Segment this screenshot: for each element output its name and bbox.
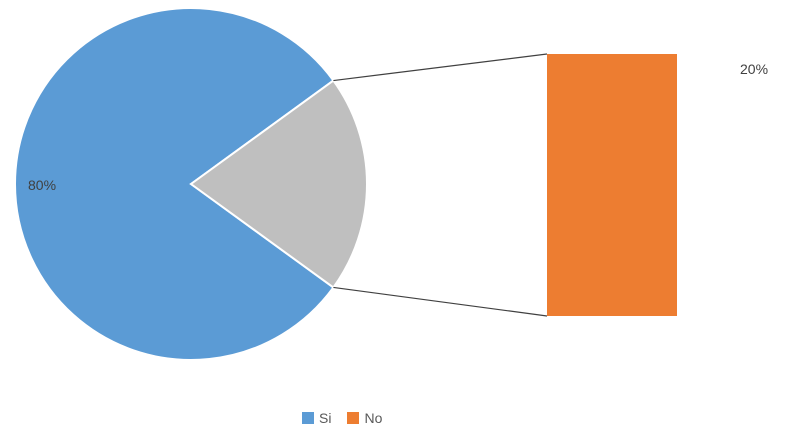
legend-swatch-si (302, 412, 314, 424)
legend: Si No (302, 410, 398, 426)
legend-label-no: No (364, 410, 383, 426)
data-label-no: 20% (740, 61, 768, 77)
pie-slice-other (189, 79, 368, 289)
legend-label-si: Si (319, 410, 332, 426)
legend-swatch-no (347, 412, 360, 424)
connector-line-top (333, 53, 548, 82)
legend-item-no: No (347, 410, 382, 426)
bar-no (547, 54, 677, 316)
chart-svg: 80% 20% (14, 7, 768, 361)
data-label-si: 80% (28, 177, 56, 193)
connector-line-bottom (333, 286, 548, 317)
legend-item-si: Si (302, 410, 331, 426)
pie-slice-si (14, 7, 335, 361)
